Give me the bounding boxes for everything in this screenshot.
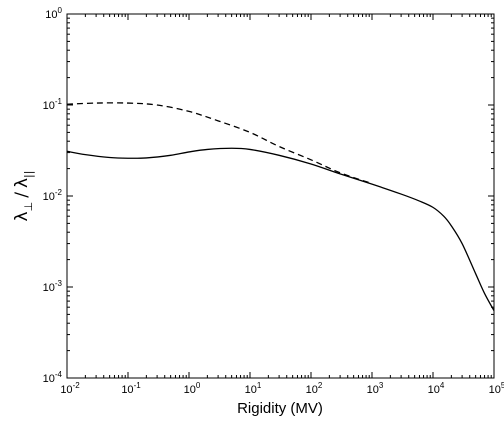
x-tick-label: 105 <box>489 381 504 396</box>
y-tick-label: 10-1 <box>43 97 63 112</box>
x-tick-label: 102 <box>306 381 323 396</box>
x-tick-label: 10-1 <box>121 381 141 396</box>
x-tick-label: 103 <box>367 381 384 396</box>
y-tick-label: 10-4 <box>43 370 63 385</box>
y-label-subscript-bottom: || <box>22 171 35 178</box>
x-tick-label: 10-2 <box>60 381 80 396</box>
x-axis-label: Rigidity (MV) <box>237 400 323 417</box>
y-tick-label: 10-3 <box>43 279 63 294</box>
y-axis-label: λ⊥/λ|| <box>12 171 35 222</box>
y-tick-label: 100 <box>45 6 62 21</box>
dashed-series-line <box>66 102 373 185</box>
y-label-subscript-top: ⊥ <box>22 202 35 212</box>
y-tick-label: 10-2 <box>43 188 63 203</box>
solid-series-line <box>66 147 495 311</box>
x-tick-label: 100 <box>184 381 201 396</box>
y-label-symbol-top: λ <box>12 211 32 221</box>
x-tick-label: 104 <box>428 381 445 396</box>
svg-text:λ⊥/λ||: λ⊥/λ|| <box>12 171 35 222</box>
y-label-symbol-bottom: λ <box>12 178 32 188</box>
plot-area <box>66 13 495 379</box>
y-label-separator: / <box>12 192 32 198</box>
x-tick-label: 101 <box>245 381 262 396</box>
